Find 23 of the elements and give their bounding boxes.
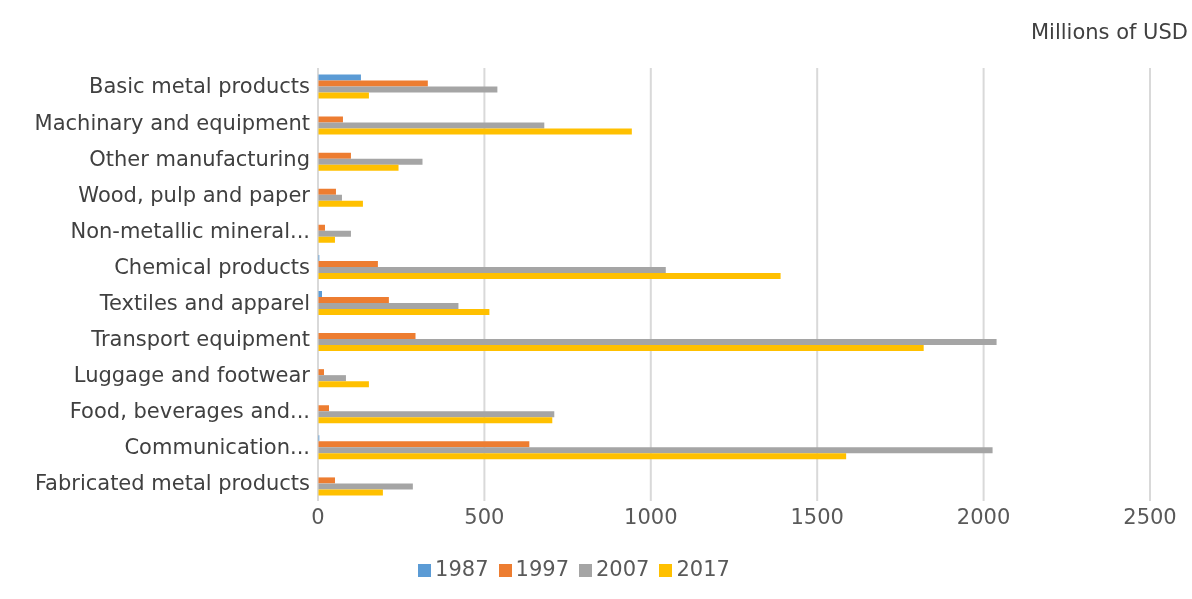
y-tick-label: Non-metallic mineral... — [70, 218, 310, 243]
x-axis-title: Millions of USD — [1030, 20, 1188, 44]
y-tick-label: Communication... — [124, 435, 310, 460]
legend-label: 1997 — [515, 557, 569, 581]
y-tick-label: Luggage and footwear — [73, 363, 311, 388]
x-tick-label: 2500 — [1123, 504, 1177, 529]
x-tick-label: 1500 — [790, 504, 844, 529]
x-tick-label: 1000 — [624, 504, 678, 529]
y-tick-label: Textiles and apparel — [98, 291, 310, 315]
x-tick-label: 0 — [311, 504, 325, 529]
x-tick-label: 2000 — [956, 504, 1011, 529]
y-tick-label: Basic metal products — [89, 74, 310, 99]
y-tick-label: Food, beverages and... — [69, 399, 310, 424]
y-tick-label: Transport equipment — [90, 327, 310, 352]
y-tick-label: Machinary and equipment — [34, 110, 310, 135]
y-tick-label: Chemical products — [114, 254, 310, 279]
y-tick-label: Wood, pulp and paper — [78, 182, 311, 207]
y-tick-label: Other manufacturing — [89, 146, 310, 171]
legend-label: 2007 — [596, 557, 650, 581]
legend-label: 1987 — [435, 557, 489, 581]
y-tick-label: Fabricated metal products — [34, 471, 310, 496]
legend-label: 2017 — [676, 557, 730, 581]
x-tick-label: 500 — [464, 504, 505, 529]
